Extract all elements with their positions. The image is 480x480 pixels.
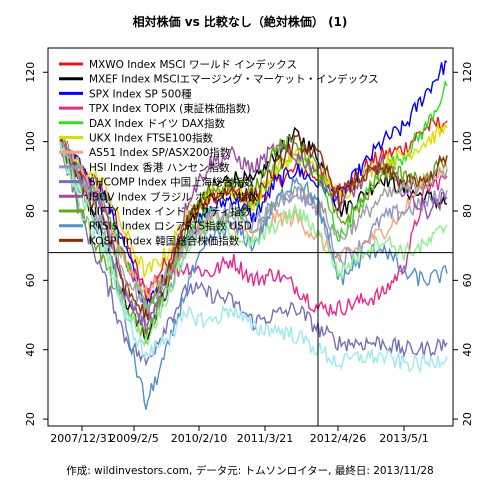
legend-label-10: NIFTY Index インド ニフティ指数	[89, 205, 252, 218]
y-tick-label-left-5: 120	[24, 62, 37, 83]
y-tick-label-right-0: 20	[461, 412, 474, 426]
y-tick-label-right-3: 80	[461, 204, 474, 218]
x-tick-label-5: 2013/5/1	[379, 432, 428, 445]
series-line-3	[59, 136, 448, 318]
chart-title: 相対株価 vs 比較なし（絶対株価） (1)	[133, 14, 348, 29]
y-tick-label-right-5: 120	[461, 62, 474, 83]
x-tick-label-1: 2009/2/5	[109, 432, 158, 445]
series-line-8	[59, 141, 448, 367]
series-line-14	[59, 141, 448, 348]
series-line-2	[59, 60, 448, 317]
series-line-7	[59, 141, 448, 327]
legend-label-2: SPX Index SP 500種	[89, 87, 192, 100]
legend-label-6: AS51 Index SP/ASX200指数	[89, 146, 231, 159]
y-tick-label-left-4: 100	[24, 131, 37, 152]
legend-label-4: DAX Index ドイツ DAX指数	[89, 117, 225, 130]
y-tick-label-right-4: 100	[461, 131, 474, 152]
series-line-15	[59, 141, 448, 374]
legend-label-9: IBOV Index ブラジル ボベスパ指数	[89, 190, 259, 203]
y-tick-label-right-1: 40	[461, 343, 474, 357]
plot-frame	[47, 47, 454, 427]
legend-label-11: RTSI$ Index ロシアRTS指数 USD	[89, 220, 252, 233]
series-line-12	[59, 133, 448, 320]
y-tick-label-left-2: 60	[24, 273, 37, 287]
legend-label-3: TPX Index TOPIX (東証株価指数)	[88, 102, 250, 115]
legend-label-1: MXEF Index MSCIエマージング・マーケット・インデックス	[89, 73, 379, 86]
legend-label-5: UKX Index FTSE100指数	[89, 132, 213, 145]
legend-label-12: KOSPI Index 韓国総合株価指数	[89, 234, 240, 247]
y-tick-label-left-0: 20	[24, 412, 37, 426]
y-tick-label-right-2: 60	[461, 273, 474, 287]
legend-label-0: MXWO Index MSCI ワールド インデックス	[89, 58, 297, 71]
x-tick-label-0: 2007/12/31	[50, 432, 113, 445]
y-tick-label-left-3: 80	[24, 204, 37, 218]
series-line-13	[59, 141, 448, 314]
legend-label-8: SHCOMP Index 中国上海総合指数	[89, 176, 255, 189]
series-lines	[59, 60, 448, 410]
x-tick-label-4: 2012/4/26	[310, 432, 366, 445]
y-tick-label-left-1: 40	[24, 343, 37, 357]
legend-label-7: HSI Index 香港 ハンセン指数	[89, 161, 230, 174]
chart-caption: 作成: wildinvestors.com, データ元: トムソンロイター, 最…	[66, 464, 433, 477]
x-tick-label-3: 2011/3/21	[237, 432, 293, 445]
x-tick-label-2: 2010/2/10	[171, 432, 227, 445]
reference-lines	[48, 48, 453, 426]
legend: MXWO Index MSCI ワールド インデックス MXEF Index MS…	[59, 58, 379, 247]
